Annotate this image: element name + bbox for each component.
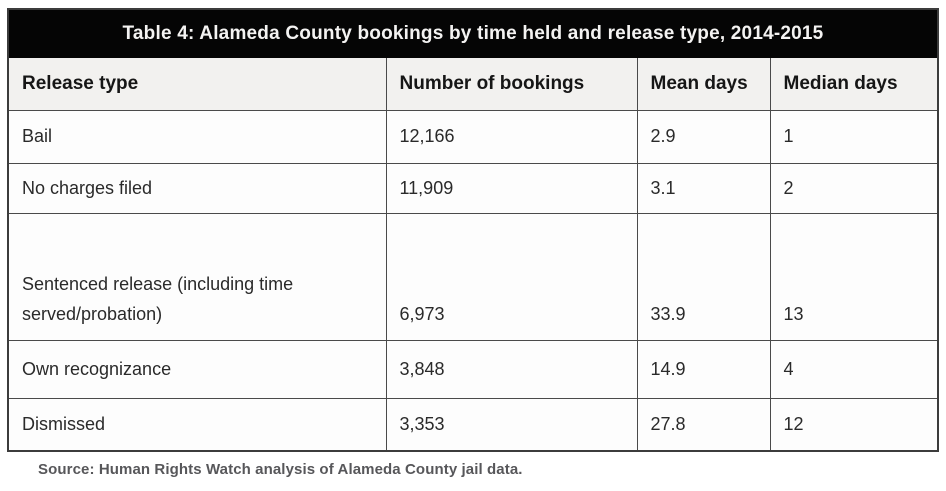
cell-mean-days: 27.8 [637,398,771,450]
table-row: Own recognizance 3,848 14.9 4 [9,340,937,399]
cell-release-type: Own recognizance [9,340,387,399]
column-header-mean-days: Mean days [637,58,771,111]
cell-median-days: 1 [770,110,937,164]
cell-number-of-bookings: 12,166 [386,110,638,164]
cell-median-days: 12 [770,398,937,450]
column-header-number-of-bookings: Number of bookings [386,58,638,111]
cell-release-type: Dismissed [9,398,387,450]
table-figure: Table 4: Alameda County bookings by time… [7,8,939,478]
cell-median-days: 13 [770,213,937,341]
cell-mean-days: 14.9 [637,340,771,399]
cell-mean-days: 2.9 [637,110,771,164]
bookings-table: Release type Number of bookings Mean day… [9,58,937,450]
table-row: Sentenced release (including time served… [9,213,937,341]
cell-number-of-bookings: 3,353 [386,398,638,450]
table-title: Table 4: Alameda County bookings by time… [122,23,824,44]
column-header-median-days: Median days [770,58,937,111]
cell-median-days: 4 [770,340,937,399]
cell-mean-days: 3.1 [637,163,771,214]
table-title-bar: Table 4: Alameda County bookings by time… [9,10,937,58]
table-row: No charges filed 11,909 3.1 2 [9,163,937,214]
source-note: Source: Human Rights Watch analysis of A… [38,461,523,478]
cell-number-of-bookings: 3,848 [386,340,638,399]
cell-number-of-bookings: 6,973 [386,213,638,341]
cell-mean-days: 33.9 [637,213,771,341]
table-frame: Table 4: Alameda County bookings by time… [7,8,939,452]
column-header-release-type: Release type [9,58,387,111]
table-row: Dismissed 3,353 27.8 12 [9,398,937,450]
column-header-row: Release type Number of bookings Mean day… [9,58,937,111]
cell-number-of-bookings: 11,909 [386,163,638,214]
cell-median-days: 2 [770,163,937,214]
cell-release-type: Sentenced release (including time served… [9,213,387,341]
cell-release-type: Bail [9,110,387,164]
table-row: Bail 12,166 2.9 1 [9,110,937,164]
cell-release-type: No charges filed [9,163,387,214]
